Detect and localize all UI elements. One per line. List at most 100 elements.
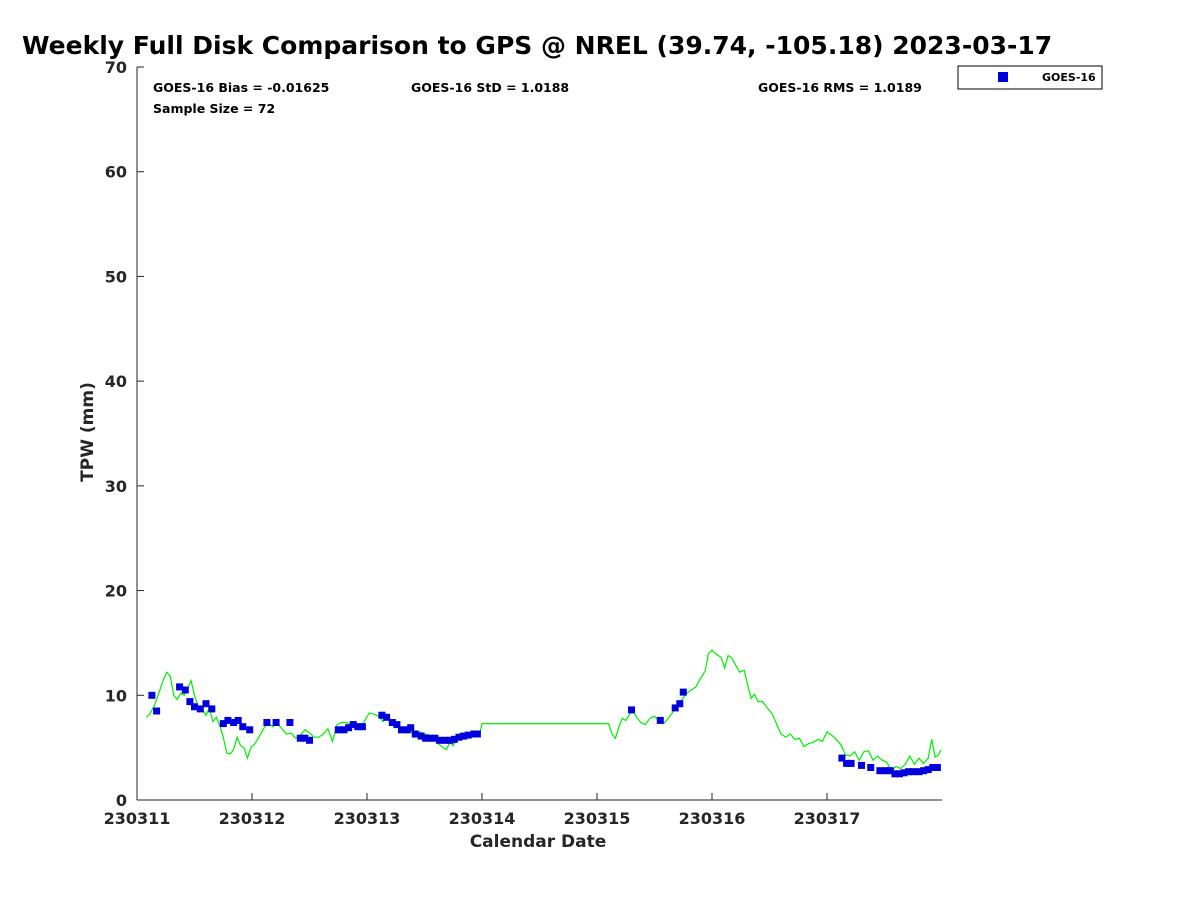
- goes16-data-point: [455, 733, 463, 741]
- goes16-data-point: [239, 723, 247, 731]
- goes16-data-point: [847, 759, 855, 767]
- goes16-data-point: [340, 726, 348, 734]
- goes16-data-point: [915, 768, 923, 776]
- goes16-data-point: [208, 705, 216, 713]
- goes16-data-point: [929, 764, 937, 771]
- goes16-data-point: [628, 706, 635, 714]
- goes16-data-point: [286, 719, 294, 726]
- goes16-data-point: [407, 724, 415, 732]
- goes16-data-point: [843, 759, 851, 767]
- goes16-data-point: [446, 736, 454, 744]
- y-tick-label: 0: [116, 791, 127, 810]
- goes16-data-point: [388, 719, 396, 726]
- goes16-data-point: [234, 716, 242, 724]
- series-layer: [145, 649, 942, 778]
- x-tick-label: 230312: [219, 809, 286, 828]
- goes16-data-point: [891, 770, 899, 778]
- y-tick-label: 50: [105, 267, 127, 286]
- std-stat: GOES-16 StD = 1.0188: [411, 80, 569, 95]
- goes16-data-point: [422, 734, 430, 742]
- goes16-data-point: [900, 769, 908, 777]
- goes16-data-point: [272, 719, 280, 726]
- goes16-data-point: [224, 716, 232, 724]
- goes16-data-point: [473, 730, 481, 738]
- y-tick-label: 60: [105, 163, 127, 182]
- chart-title: Weekly Full Disk Comparison to GPS @ NRE…: [22, 31, 1052, 60]
- goes16-data-point: [920, 767, 928, 775]
- goes16-data-point: [296, 734, 304, 742]
- y-tick-label: 40: [105, 372, 127, 391]
- goes16-data-point: [148, 691, 156, 699]
- goes16-data-point: [354, 723, 362, 731]
- rms-stat: GOES-16 RMS = 1.0189: [758, 80, 922, 95]
- y-tick-label: 10: [105, 686, 127, 705]
- x-axis-label: Calendar Date: [470, 832, 607, 852]
- x-tick-label: 230314: [449, 809, 516, 828]
- x-tick-label: 230313: [334, 809, 401, 828]
- goes16-data-point: [450, 735, 458, 743]
- goes16-data-point: [924, 766, 932, 774]
- goes16-data-point: [349, 721, 357, 729]
- goes16-data-point: [176, 683, 184, 691]
- legend: GOES-16: [957, 65, 1103, 90]
- goes16-data-point: [882, 767, 890, 775]
- y-tick-label: 70: [105, 58, 127, 77]
- bias-stat: GOES-16 Bias = -0.01625: [153, 80, 329, 95]
- x-tick-label: 230317: [794, 809, 861, 828]
- x-tick-label: 230316: [679, 809, 746, 828]
- goes16-data-point: [301, 734, 309, 742]
- y-axis-label: TPW (mm): [78, 382, 98, 482]
- goes16-data-point: [306, 736, 313, 744]
- goes16-data-point: [246, 726, 254, 734]
- goes16-data-point: [383, 713, 391, 721]
- goes16-data-point: [876, 767, 884, 775]
- goes16-data-point: [933, 764, 941, 771]
- goes16-data-point: [417, 732, 425, 740]
- goes16-data-point: [196, 705, 204, 713]
- goes16-data-point: [441, 736, 449, 744]
- goes16-data-point: [411, 730, 419, 738]
- goes16-data-point: [656, 716, 664, 724]
- sample-size-stat: Sample Size = 72: [153, 101, 275, 116]
- y-tick-label: 30: [105, 477, 127, 496]
- y-tick-label: 20: [105, 582, 127, 601]
- goes16-data-point: [393, 721, 401, 729]
- goes16-data-point: [334, 726, 342, 734]
- x-tick-label: 230311: [104, 809, 171, 828]
- goes16-data-point: [398, 726, 405, 734]
- goes16-data-point: [431, 734, 439, 742]
- goes16-data-point: [219, 720, 227, 728]
- goes16-data-point: [181, 686, 189, 694]
- goes16-data-point: [460, 732, 468, 740]
- goes16-data-point: [186, 698, 194, 706]
- axes-layer: 0 10 20 30 40 50 60 70 230311 230312 230313 230314 2…: [104, 58, 942, 828]
- goes16-data-point: [676, 700, 684, 708]
- goes16-data-point: [345, 724, 353, 732]
- goes16-data-point: [153, 707, 161, 715]
- goes16-data-point: [191, 703, 198, 711]
- goes16-data-point: [679, 688, 687, 696]
- goes16-data-point: [426, 734, 434, 742]
- plot-area: 0 10 20 30 40 50 60 70 230311 230312 230313 230314 2…: [104, 58, 942, 828]
- goes16-data-point: [358, 723, 366, 731]
- x-tick-label: 230315: [564, 809, 631, 828]
- goes16-data-point: [230, 719, 238, 726]
- goes16-data-point: [838, 754, 846, 762]
- legend-marker-goes16: [998, 72, 1008, 82]
- goes16-data-point: [435, 736, 443, 744]
- goes16-data-point: [202, 700, 210, 708]
- goes16-data-point: [909, 768, 917, 776]
- goes16-data-point: [263, 719, 271, 726]
- legend-box: [957, 65, 1103, 90]
- legend-label-goes16: GOES-16: [1042, 71, 1096, 84]
- goes16-data-point: [671, 704, 679, 712]
- goes16-data-point: [464, 731, 472, 739]
- goes16-data-point: [867, 764, 875, 771]
- goes16-data-point: [886, 767, 894, 775]
- goes16-data-point: [378, 711, 386, 719]
- goes16-data-point: [896, 770, 903, 778]
- goes16-data-point: [858, 761, 865, 769]
- goes16-data-point: [905, 768, 913, 776]
